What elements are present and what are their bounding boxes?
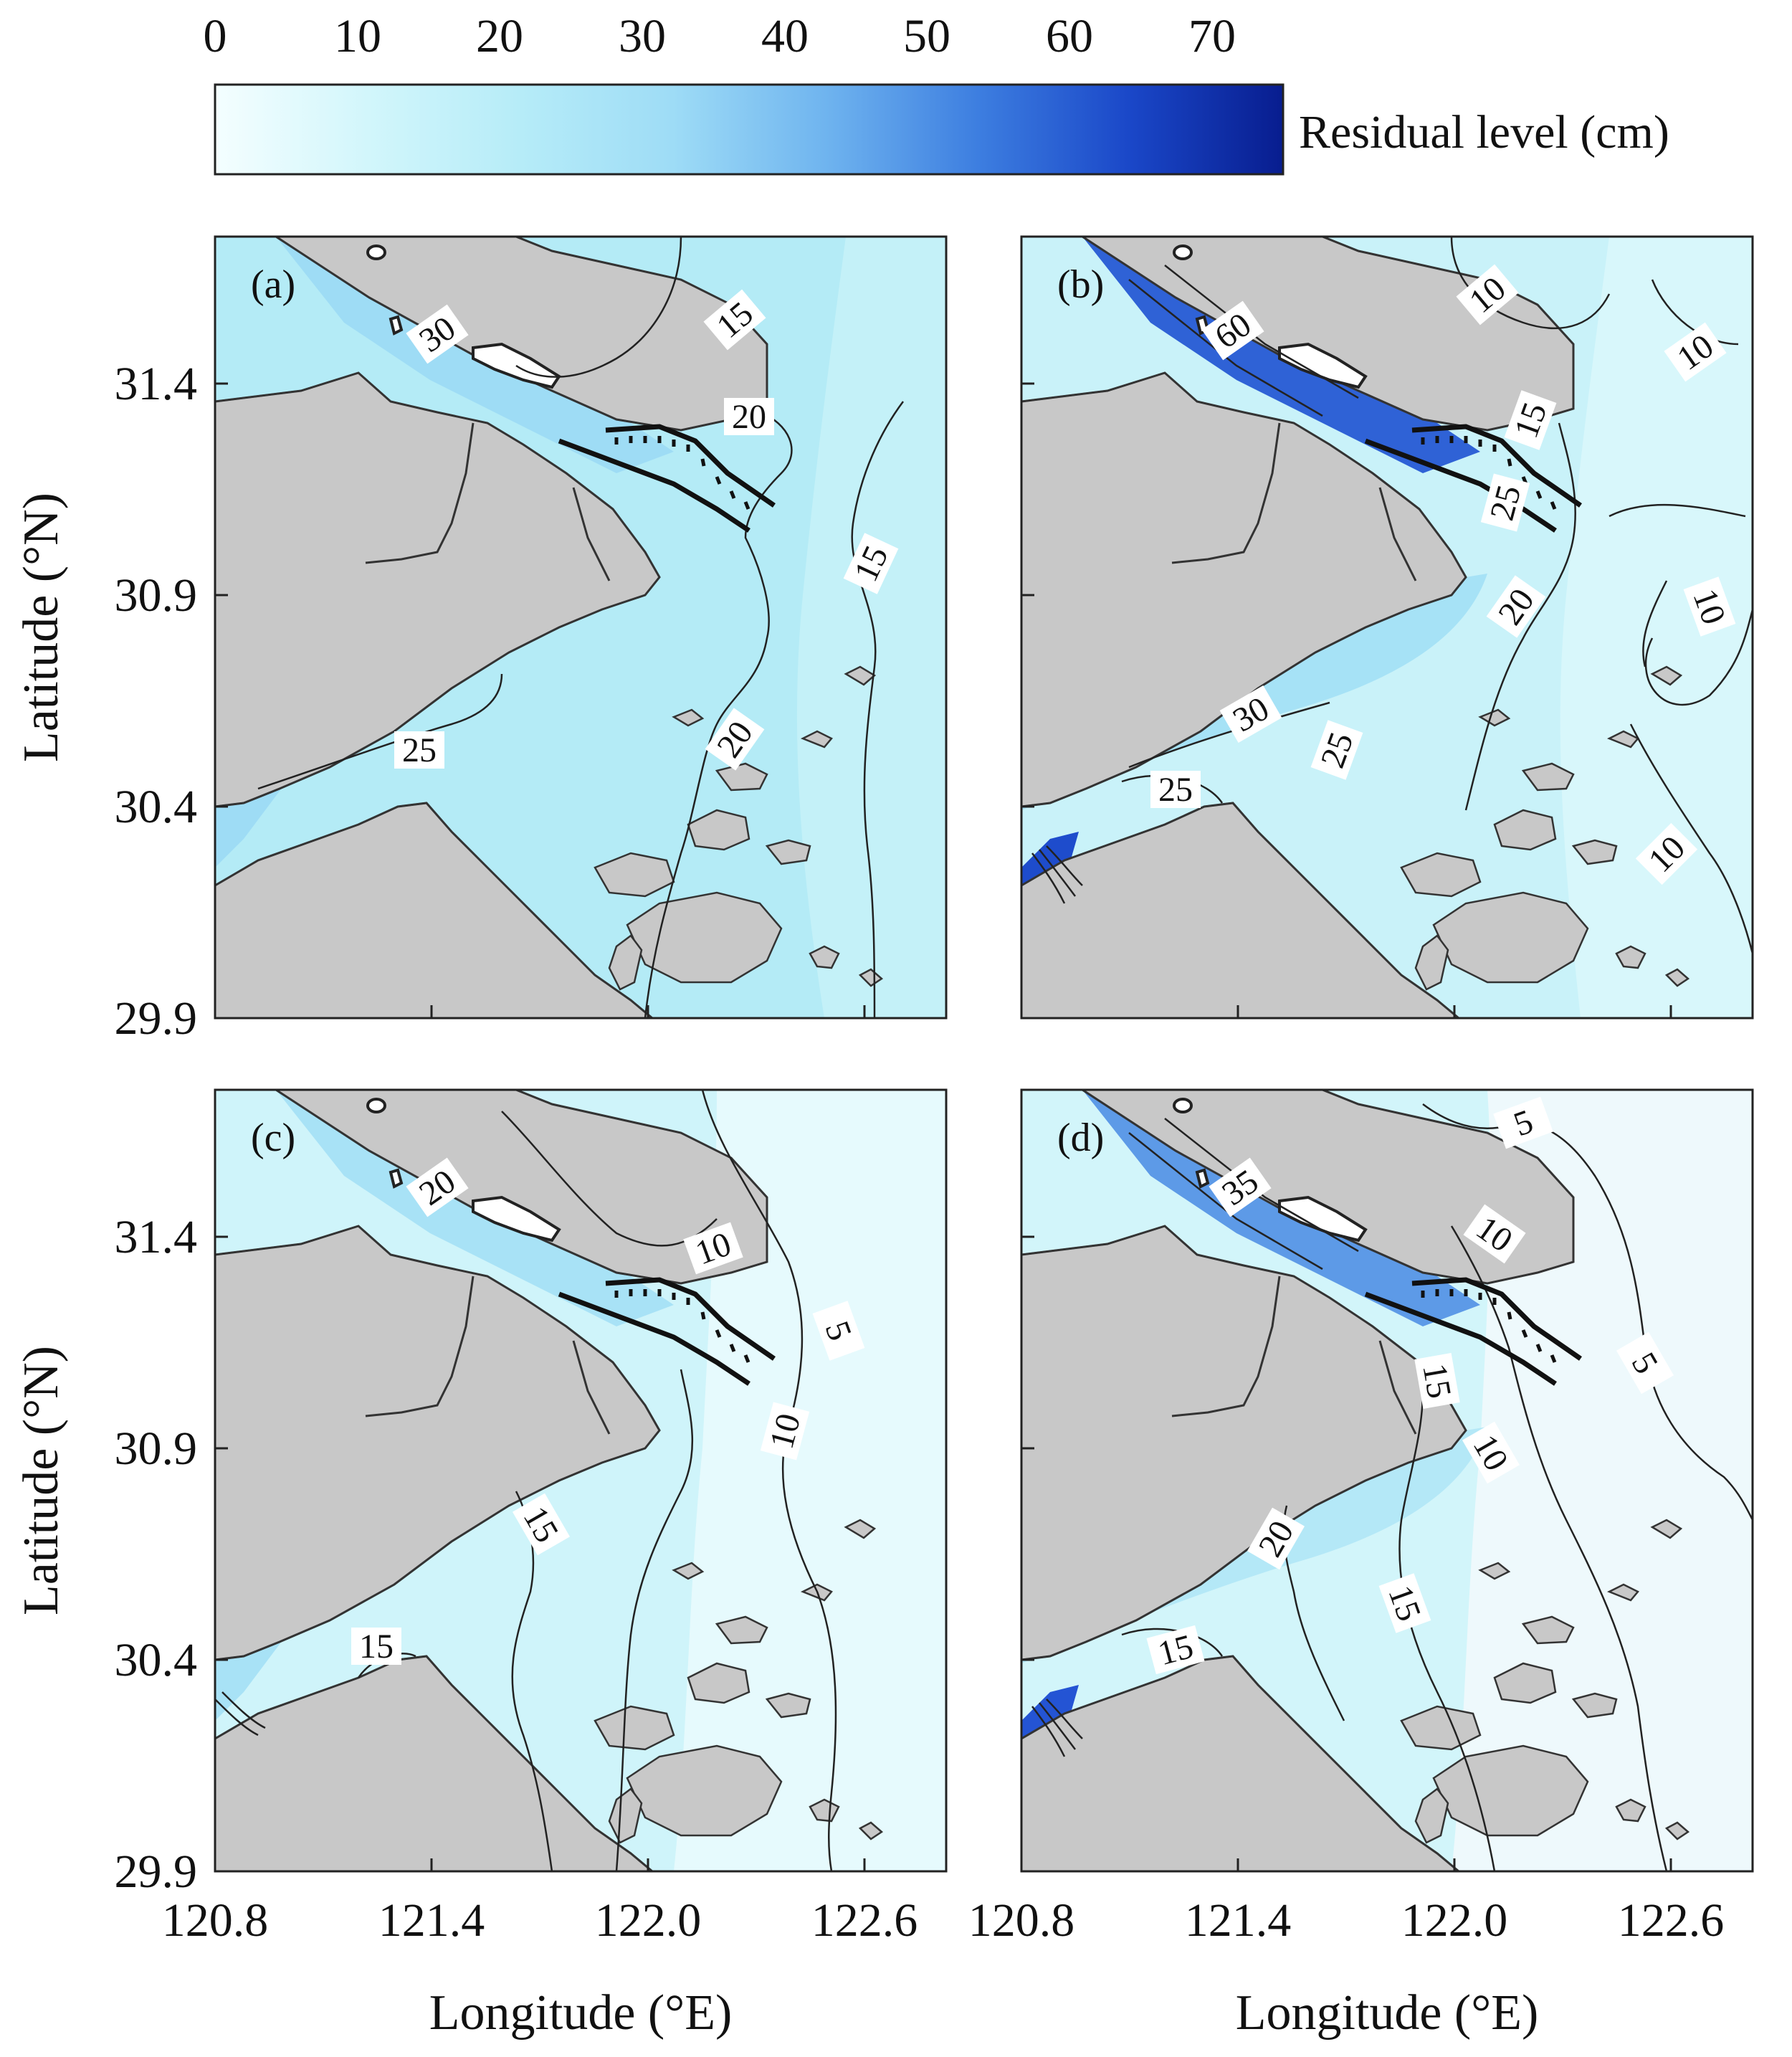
x-tick-label: 122.6	[1618, 1894, 1725, 1947]
colorbar-title: Residual level (cm)	[1299, 106, 1669, 158]
panel-label: (a)	[251, 262, 295, 307]
map-panel-c: 20 10 5 10 15 15 (c)	[214, 1088, 948, 1873]
contour-label: 5	[1493, 1096, 1553, 1149]
y-axis-title: Latitude (°N)	[14, 1346, 69, 1615]
svg-text:15: 15	[359, 1628, 394, 1666]
map-panel-a: 30 15 20 15 20 25 (a)	[214, 235, 948, 1020]
contour-label: 20	[406, 1157, 469, 1217]
contour-label: 15	[1414, 1353, 1460, 1409]
x-tick-label: 120.8	[968, 1894, 1075, 1947]
y-tick-label: 30.9	[115, 1422, 198, 1475]
colorbar-tick-70: 70	[1188, 10, 1236, 62]
map-panel-b: 60 10 10 15 25 20 10 30	[1020, 235, 1754, 1020]
x-tick-label: 122.0	[1401, 1894, 1508, 1947]
svg-text:20: 20	[732, 398, 766, 436]
panel-frame	[1020, 1088, 1754, 1873]
svg-text:15: 15	[1415, 1361, 1459, 1401]
colorbar-tick-0: 0	[204, 10, 227, 62]
colorbar-tick-20: 20	[476, 10, 523, 62]
x-tick-label: 120.8	[162, 1894, 269, 1947]
contour-label: 25	[394, 731, 444, 769]
contour-label: 15	[351, 1628, 401, 1666]
contour-label: 25	[1480, 473, 1530, 532]
y-tick-label: 30.4	[115, 781, 198, 833]
y-tick-label: 30.9	[115, 569, 198, 622]
panel-frame	[214, 235, 948, 1020]
svg-text:25: 25	[1158, 771, 1193, 809]
colorbar-tick-30: 30	[619, 10, 666, 62]
panel-label: (b)	[1057, 262, 1104, 307]
y-tick-label: 31.4	[115, 358, 198, 410]
contour-label: 5	[1616, 1331, 1674, 1395]
colorbar-tick-50: 50	[903, 10, 950, 62]
axis-ticks	[214, 382, 1672, 1873]
contour-label: 25	[1310, 720, 1363, 780]
x-axis-title: Longitude (°E)	[429, 1985, 733, 2041]
y-tick-label: 29.9	[115, 1845, 198, 1898]
colorbar: 0 10 20 30 40 50 60 70 Residual level (c…	[204, 10, 1669, 176]
x-axis-title: Longitude (°E)	[1236, 1985, 1539, 2041]
panel-label: (c)	[251, 1116, 295, 1160]
colorbar-tick-10: 10	[334, 10, 381, 62]
x-tick-label: 121.4	[378, 1894, 485, 1947]
y-tick-label: 29.9	[115, 992, 198, 1045]
x-tick-label: 122.0	[595, 1894, 702, 1947]
contour-label: 20	[724, 398, 774, 436]
colorbar-tick-40: 40	[761, 10, 809, 62]
panel-frame	[214, 1088, 948, 1873]
contour-label: 10	[760, 1402, 810, 1460]
panel-frame	[1020, 235, 1754, 1020]
contour-lines	[1031, 236, 1754, 954]
contour-label: 5	[812, 1301, 865, 1361]
panel-label: (d)	[1057, 1116, 1104, 1160]
colorbar-tick-60: 60	[1046, 10, 1093, 62]
colorbar-bar	[214, 83, 1285, 176]
y-axis-title: Latitude (°N)	[14, 493, 69, 762]
contour-label: 25	[1150, 771, 1201, 809]
contour-lines	[257, 236, 905, 1019]
x-tick-label: 121.4	[1185, 1894, 1292, 1947]
sea-east-zone	[796, 237, 946, 1018]
map-panel-d: 35 5 10 5 15 10 20 15	[1020, 1088, 1754, 1873]
svg-text:25: 25	[402, 731, 437, 769]
y-tick-label: 30.4	[115, 1634, 198, 1686]
y-tick-label: 31.4	[115, 1211, 198, 1263]
contour-label: 15	[1146, 1625, 1205, 1675]
x-tick-label: 122.6	[811, 1894, 918, 1947]
sea-east-zone	[1560, 237, 1753, 1018]
